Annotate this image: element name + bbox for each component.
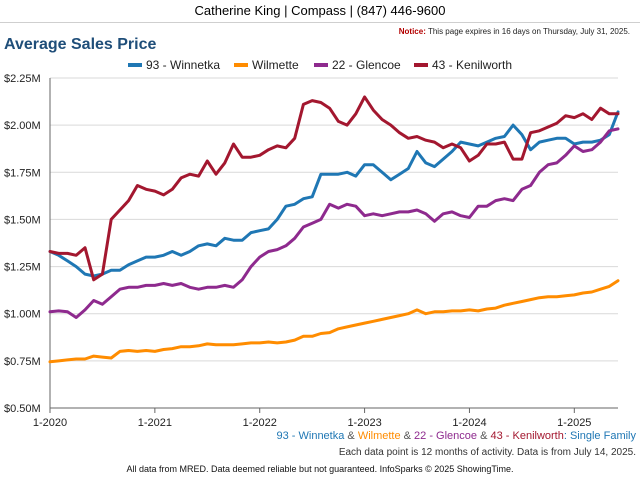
- subtitle-part: Wilmette: [357, 430, 401, 442]
- legend-label: 43 - Kenilworth: [432, 58, 512, 72]
- x-tick-label: 1-2025: [557, 417, 591, 429]
- subtitle-part: &: [344, 430, 358, 442]
- x-tick-label: 1-2020: [33, 417, 67, 429]
- legend-label: Wilmette: [252, 58, 299, 72]
- chart-title: Average Sales Price: [4, 36, 157, 53]
- y-tick-label: $1.00M: [4, 309, 41, 321]
- y-tick-label: $2.00M: [4, 120, 41, 132]
- notice-label: Notice:: [398, 27, 426, 36]
- subtitle-part: &: [400, 430, 415, 442]
- series-line: [48, 279, 620, 364]
- y-tick-label: $2.25M: [4, 73, 41, 85]
- series-line: [48, 95, 620, 282]
- expiry-notice: Notice: This page expires in 16 days on …: [399, 27, 630, 36]
- data-note: Each data point is 12 months of activity…: [338, 447, 636, 458]
- y-tick-label: $1.50M: [4, 214, 41, 226]
- legend-label: 22 - Glencoe: [332, 58, 401, 72]
- disclaimer: All data from MRED. Data deemed reliable…: [126, 464, 514, 474]
- legend-label: 93 - Winnetka: [146, 58, 220, 72]
- series-line: [48, 110, 620, 278]
- x-tick-label: 1-2022: [243, 417, 277, 429]
- subtitle-part: 93 - Winnetka: [276, 430, 345, 442]
- y-tick-label: $0.50M: [4, 403, 41, 415]
- y-tick-label: $1.75M: [4, 167, 41, 179]
- contact-text: Catherine King | Compass | (847) 446-960…: [194, 3, 446, 18]
- price-line-chart: $0.50M $0.75M $1.00M $1.25M $1.50M $1.75M $2.0…: [4, 58, 620, 429]
- x-tick-label: 1-2024: [452, 417, 486, 429]
- chart-subtitle: 93 - Winnetka & Wilmette & 22 - Glencoe …: [276, 430, 636, 442]
- subtitle-part: 43 - Kenilworth: [490, 430, 564, 442]
- x-tick-label: 1-2021: [138, 417, 172, 429]
- y-tick-label: $0.75M: [4, 356, 41, 368]
- x-tick-label: 1-2023: [347, 417, 381, 429]
- subtitle-part: &: [477, 430, 491, 442]
- subtitle-part: : Single Family: [563, 430, 636, 442]
- contact-banner: Catherine King | Compass | (847) 446-960…: [0, 0, 640, 23]
- y-tick-label: $1.25M: [4, 262, 41, 274]
- subtitle-part: 22 - Glencoe: [414, 430, 478, 442]
- notice-text: This page expires in 16 days on Thursday…: [427, 27, 630, 36]
- series-line: [48, 127, 620, 319]
